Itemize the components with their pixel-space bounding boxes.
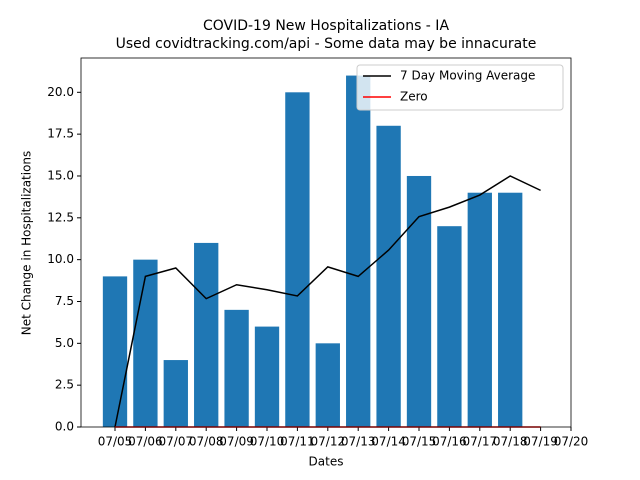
bar xyxy=(437,226,462,427)
legend-label: 7 Day Moving Average xyxy=(400,69,535,83)
x-tick-label: 07/12 xyxy=(311,435,346,449)
bar xyxy=(315,343,340,427)
y-tick-label: 17.5 xyxy=(47,127,74,141)
x-tick-label: 07/20 xyxy=(554,435,589,449)
x-tick-label: 07/07 xyxy=(159,435,194,449)
bar xyxy=(498,192,523,427)
bar xyxy=(102,276,128,427)
chart-title: COVID-19 New Hospitalizations - IA xyxy=(203,18,449,34)
x-tick-label: 07/10 xyxy=(250,435,285,449)
bar xyxy=(163,360,188,427)
y-tick-label: 15.0 xyxy=(47,168,74,182)
y-tick-label: 20.0 xyxy=(47,85,74,99)
bar xyxy=(194,242,219,427)
x-tick-label: 07/16 xyxy=(432,435,467,449)
bar xyxy=(224,309,249,427)
y-tick-label: 10.0 xyxy=(47,252,74,266)
x-tick-label: 07/17 xyxy=(463,435,498,449)
x-tick-label: 07/15 xyxy=(402,435,437,449)
bar xyxy=(133,259,158,427)
x-tick-label: 07/06 xyxy=(128,435,163,449)
chart-subtitle: Used covidtracking.com/api - Some data m… xyxy=(116,36,537,52)
y-tick-label: 2.5 xyxy=(55,378,74,392)
x-tick-label: 07/09 xyxy=(219,435,254,449)
bar xyxy=(376,125,401,427)
x-tick-label: 07/05 xyxy=(98,435,133,449)
bar xyxy=(285,92,310,427)
x-tick-label: 07/11 xyxy=(280,435,315,449)
x-tick-label: 07/18 xyxy=(493,435,528,449)
x-tick-label: 07/19 xyxy=(523,435,558,449)
legend-label: Zero xyxy=(400,90,428,104)
y-tick-label: 12.5 xyxy=(47,210,74,224)
legend-box xyxy=(356,64,564,111)
x-tick-label: 07/08 xyxy=(189,435,224,449)
x-tick-label: 07/14 xyxy=(371,435,406,449)
y-axis-label: Net Change in Hospitalizations xyxy=(20,151,34,336)
y-tick-label: 0.0 xyxy=(55,420,74,434)
bar xyxy=(406,175,432,427)
line xyxy=(114,175,541,428)
x-tick-label: 07/13 xyxy=(341,435,376,449)
bar xyxy=(467,192,492,427)
bar xyxy=(346,75,371,428)
bar xyxy=(254,326,280,427)
plot-frame xyxy=(80,57,572,428)
y-tick-label: 7.5 xyxy=(55,294,74,308)
x-axis-label: Dates xyxy=(309,455,344,469)
y-tick-label: 5.0 xyxy=(55,336,74,350)
